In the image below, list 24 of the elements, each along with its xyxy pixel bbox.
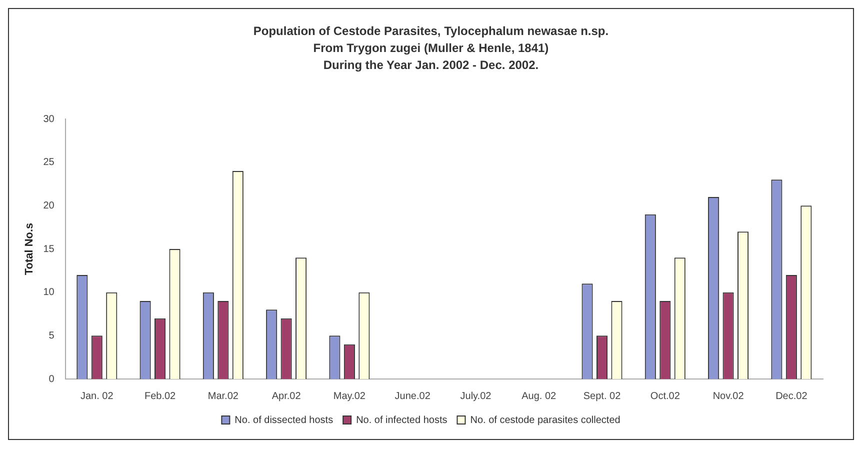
y-tick-label: 15 (43, 244, 55, 255)
x-tick-label: Oct.02 (650, 390, 680, 402)
legend-label: No. of cestode parasites collected (470, 414, 620, 426)
x-tick-label: Aug. 02 (522, 390, 557, 402)
y-axis-title: Total No.s (24, 222, 36, 276)
y-tick-label: 0 (48, 374, 55, 385)
x-tick-label: June.02 (394, 390, 431, 402)
y-tick-label: 30 (43, 114, 55, 125)
legend-label: No. of infected hosts (356, 414, 448, 426)
x-tick-label: Sept. 02 (583, 390, 622, 402)
chart-title: Population of Cestode Parasites, Tylocephalum newasae n.sp. From Trygon zugei (Muller & Henle, 1841) During the Year Jan. 2002 - Dec. 2002. (252, 23, 610, 74)
y-tick-label: 25 (43, 157, 55, 168)
y-tick-label: 5 (48, 330, 55, 342)
x-tick-label: Mar.02 (208, 390, 239, 402)
x-tick-label: Jan. 02 (80, 390, 114, 402)
y-tick-label: 10 (43, 287, 55, 298)
x-tick-label: Feb.02 (144, 390, 176, 402)
x-tick-label: May.02 (333, 390, 366, 402)
x-tick-label: Apr.02 (272, 390, 302, 402)
x-tick-label: Dec.02 (776, 390, 808, 402)
legend-label: No. of dissected hosts (234, 414, 334, 426)
x-tick-label: Nov.02 (712, 390, 744, 402)
x-tick-label: July.02 (460, 390, 492, 402)
y-tick-label: 20 (43, 200, 55, 212)
